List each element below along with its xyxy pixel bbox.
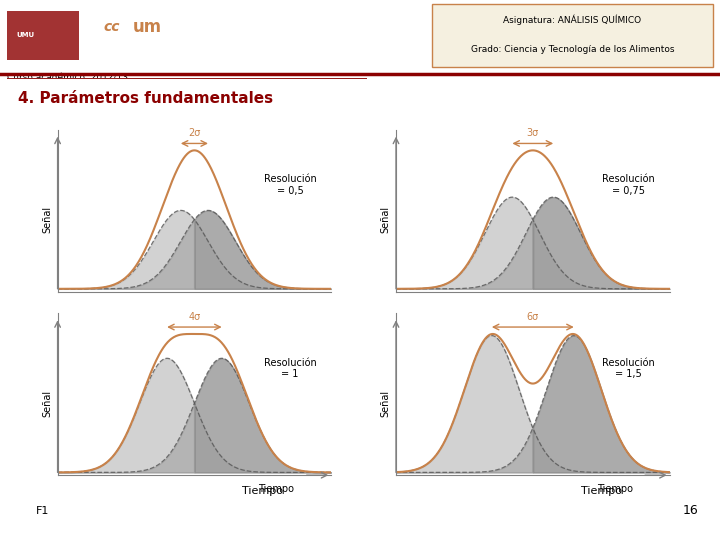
- Text: Señal: Señal: [42, 390, 52, 417]
- Text: 3σ: 3σ: [526, 128, 539, 138]
- FancyBboxPatch shape: [0, 77, 374, 120]
- Text: Asignatura: ANÁLISIS QUÍMICO: Asignatura: ANÁLISIS QUÍMICO: [503, 15, 642, 25]
- Text: 4. Parámetros fundamentales: 4. Parámetros fundamentales: [18, 91, 273, 106]
- Text: 16: 16: [683, 504, 698, 517]
- Text: Señal: Señal: [381, 206, 390, 233]
- Text: Resolución
= 1: Resolución = 1: [264, 358, 317, 380]
- Text: 6σ: 6σ: [526, 312, 539, 321]
- FancyBboxPatch shape: [0, 0, 252, 70]
- Text: Resolución
= 0,75: Resolución = 0,75: [602, 174, 655, 196]
- Text: Resolución
= 0,5: Resolución = 0,5: [264, 174, 317, 196]
- FancyBboxPatch shape: [432, 3, 713, 66]
- Text: UMU: UMU: [16, 32, 35, 38]
- Text: 4σ: 4σ: [188, 312, 201, 321]
- Text: Señal: Señal: [42, 206, 52, 233]
- Text: Tiempo: Tiempo: [597, 483, 633, 494]
- Text: Tiempo: Tiempo: [243, 487, 283, 496]
- Text: 2σ: 2σ: [188, 128, 201, 138]
- Text: Curso académico: 2012/13: Curso académico: 2012/13: [7, 73, 128, 83]
- FancyBboxPatch shape: [7, 10, 79, 60]
- Text: F1: F1: [36, 506, 50, 516]
- Text: Tiempo: Tiempo: [581, 487, 621, 496]
- Text: Grado: Ciencia y Tecnología de los Alimentos: Grado: Ciencia y Tecnología de los Alime…: [471, 45, 674, 53]
- Text: Resolución
= 1,5: Resolución = 1,5: [602, 358, 655, 380]
- Text: cc: cc: [104, 19, 120, 33]
- Text: Tiempo: Tiempo: [258, 483, 294, 494]
- Text: um: um: [133, 18, 162, 36]
- Text: Señal: Señal: [381, 390, 390, 417]
